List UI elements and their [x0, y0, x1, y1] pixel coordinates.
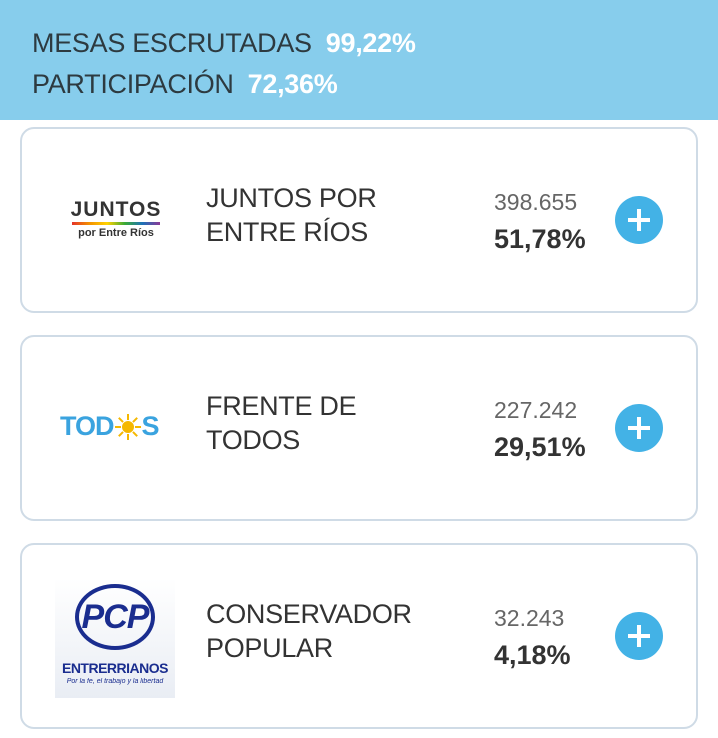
party-name: CONSERVADOR POPULAR	[206, 597, 426, 665]
juntos-logo: JUNTOS por Entre Ríos	[66, 199, 166, 245]
mesas-escrutadas-value: 99,22%	[325, 28, 416, 58]
juntos-logo-subtitle: por Entre Ríos	[78, 227, 154, 239]
party-votes: 398.655	[494, 189, 578, 215]
expand-button[interactable]	[615, 404, 663, 452]
pcp-logo-title: PCP	[81, 598, 150, 636]
party-card-todos: TOD S FRENTE DE TODOS 227.242 29,51%	[20, 335, 698, 521]
pcp-logo-motto: Por la fe, el trabajo y la libertad	[66, 678, 164, 685]
party-name: JUNTOS POR ENTRE RÍOS	[206, 181, 426, 249]
party-card-pcp: PCP ENTRERRIANOS Por la fe, el trabajo y…	[20, 543, 698, 729]
party-votes: 32.243	[494, 605, 565, 631]
juntos-logo-stripe	[72, 222, 160, 225]
party-name-line2: ENTRE RÍOS	[206, 217, 369, 247]
expand-button[interactable]	[615, 612, 663, 660]
participacion-row: PARTICIPACIÓN 72,36%	[32, 69, 338, 100]
expand-button[interactable]	[615, 196, 663, 244]
mesas-escrutadas-label: MESAS ESCRUTADAS	[32, 28, 312, 58]
todos-logo: TOD S	[60, 411, 172, 447]
results-summary-header: MESAS ESCRUTADAS 99,22% PARTICIPACIÓN 72,3…	[0, 0, 718, 120]
todos-logo-text-b: S	[141, 411, 160, 441]
participacion-value: 72,36%	[247, 69, 338, 99]
juntos-logo-title: JUNTOS	[70, 198, 162, 221]
party-name-line1: JUNTOS POR	[206, 183, 377, 213]
party-percent: 29,51%	[494, 432, 586, 462]
plus-icon	[628, 417, 650, 439]
plus-icon	[628, 625, 650, 647]
party-name-line2: POPULAR	[206, 633, 333, 663]
party-name-line1: FRENTE DE	[206, 391, 357, 421]
party-percent: 4,18%	[494, 640, 571, 670]
party-votes: 227.242	[494, 397, 578, 423]
participacion-label: PARTICIPACIÓN	[32, 69, 234, 99]
todos-logo-text-a: TOD	[60, 411, 115, 441]
sun-icon	[114, 413, 141, 440]
pcp-logo-ring	[75, 584, 155, 650]
mesas-escrutadas-row: MESAS ESCRUTADAS 99,22%	[32, 28, 416, 59]
party-name-line2: TODOS	[206, 425, 301, 455]
pcp-logo: PCP ENTRERRIANOS Por la fe, el trabajo y…	[55, 578, 175, 698]
party-percent: 51,78%	[494, 224, 586, 254]
party-name: FRENTE DE TODOS	[206, 389, 426, 457]
party-card-juntos: JUNTOS por Entre Ríos JUNTOS POR ENTRE R…	[20, 127, 698, 313]
party-name-line1: CONSERVADOR	[206, 599, 412, 629]
pcp-logo-subtitle: ENTRERRIANOS	[61, 660, 169, 676]
plus-icon	[628, 209, 650, 231]
